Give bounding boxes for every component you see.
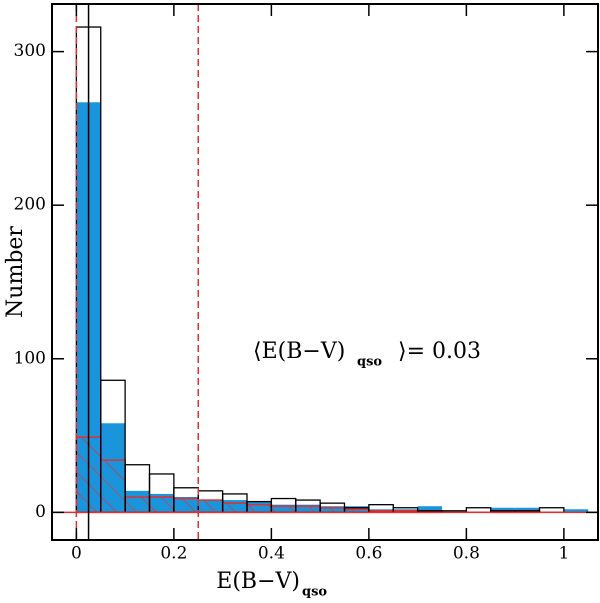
plot-frame <box>51 3 599 541</box>
x-tick-label: 0.8 <box>453 544 480 564</box>
y-tick-label: 0 <box>35 502 46 522</box>
bar <box>515 507 540 513</box>
x-tick-label: 1 <box>558 544 569 564</box>
bar <box>246 503 273 514</box>
bar <box>270 505 297 514</box>
bar <box>417 506 442 513</box>
y-axis-label: Number <box>3 226 28 318</box>
x-axis-label: E(B−V) <box>216 569 300 594</box>
bar <box>173 497 199 514</box>
bar <box>295 505 321 514</box>
bar <box>563 509 589 513</box>
bar <box>124 496 151 514</box>
annotation: ⟩= 0.03 <box>398 339 481 364</box>
bar <box>490 507 516 513</box>
bar <box>197 499 224 514</box>
annotation-sub: qso <box>357 355 382 370</box>
x-tick-label: 0.4 <box>258 544 285 564</box>
x-tick-label: 0.2 <box>160 544 187 564</box>
bar <box>221 502 248 514</box>
bar <box>148 496 175 514</box>
y-tick-label: 200 <box>14 195 46 215</box>
y-tick-label: 100 <box>14 348 46 368</box>
x-tick-label: 0 <box>71 544 82 564</box>
y-tick-label: 300 <box>14 41 46 61</box>
x-tick-label: 0.6 <box>355 544 382 564</box>
bar <box>100 459 126 514</box>
annotation: ⟨E(B−V) <box>253 339 345 364</box>
x-axis-label-sub: qso <box>302 585 327 600</box>
